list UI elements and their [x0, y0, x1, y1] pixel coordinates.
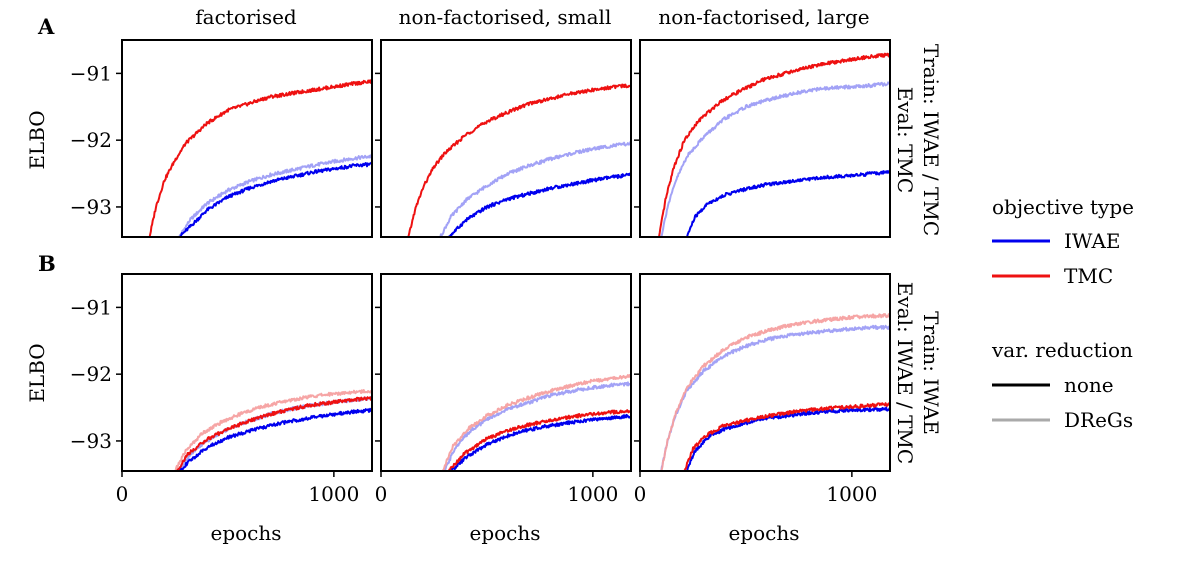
x-tick-label: 0 [634, 482, 647, 506]
panel-plot-b-3 [660, 313, 890, 471]
series-line-iwae-none [685, 406, 890, 471]
series-line-iwae-dregs [660, 324, 890, 471]
column-title-factorised: factorised [195, 5, 297, 29]
y-axis-label-row-b: ELBO [25, 343, 49, 402]
legend-iwae-label: IWAE [1064, 229, 1121, 253]
panel-frame [639, 39, 891, 238]
series-line-iwae-dregs [439, 141, 631, 237]
y-tick-label: −93 [70, 429, 112, 453]
series-line-iwae-dregs [660, 81, 890, 237]
panel-frame [380, 273, 632, 472]
panel-frame [639, 273, 891, 472]
y-tick-label: −93 [70, 195, 112, 219]
series-line-tmc-none [148, 79, 372, 237]
column-title-nonfactorised-large: non-factorised, large [658, 5, 869, 29]
y-tick-label: −91 [70, 61, 112, 85]
panel-frame [121, 39, 373, 238]
series-line-iwae-dregs [178, 395, 372, 471]
x-tick-label: 1000 [308, 482, 359, 506]
legend-reduction-title: var. reduction [991, 338, 1133, 362]
panel-plot-a-1 [148, 79, 372, 237]
panel-frame [380, 39, 632, 238]
legend-none-label: none [1064, 373, 1114, 397]
legend-objective-title: objective type [992, 195, 1134, 219]
x-axis-label-col-2: epochs [469, 521, 540, 545]
series-line-iwae-none [447, 172, 631, 237]
legend-tmc-label: TMC [1064, 264, 1113, 288]
row-a-side-label-eval: Eval: TMC [893, 87, 917, 193]
x-tick-label: 0 [375, 482, 388, 506]
series-line-tmc-dregs [174, 389, 372, 471]
series-line-tmc-dregs [660, 313, 890, 471]
series-line-iwae-dregs [178, 153, 372, 237]
y-tick-label: −92 [70, 128, 112, 152]
series-line-iwae-none [449, 413, 631, 471]
row-label-a: A [37, 14, 55, 39]
row-b-side-label-eval: Eval: IWAE / TMC [893, 282, 917, 464]
panel-frame [121, 273, 373, 472]
series-line-tmc-dregs [441, 374, 631, 471]
series-line-tmc-none [658, 52, 890, 237]
series-line-tmc-none [407, 83, 631, 237]
panel-plot-b-1 [174, 389, 372, 471]
y-tick-label: −91 [70, 295, 112, 319]
x-tick-label: 0 [116, 482, 129, 506]
x-tick-label: 1000 [826, 482, 877, 506]
row-b-side-label-train: Train: IWAE [919, 311, 943, 435]
x-axis-label-col-1: epochs [210, 521, 281, 545]
panel-plot-b-2 [441, 374, 631, 471]
x-tick-label: 1000 [567, 482, 618, 506]
panel-plot-a-2 [407, 83, 631, 237]
series-line-tmc-none [683, 402, 890, 471]
row-label-b: B [38, 251, 56, 276]
series-line-iwae-none [178, 407, 372, 471]
y-tick-label: −92 [70, 362, 112, 386]
x-axis-label-col-3: epochs [728, 521, 799, 545]
y-axis-label-row-a: ELBO [25, 110, 49, 169]
column-title-nonfactorised-small: non-factorised, small [399, 5, 612, 29]
series-line-iwae-none [686, 169, 890, 237]
panel-plot-a-3 [658, 52, 890, 237]
row-a-side-label-train: Train: IWAE / TMC [919, 44, 943, 236]
legend: objective type IWAE TMC var. reduction n… [991, 195, 1134, 432]
series-line-iwae-none [179, 161, 372, 237]
legend-dregs-label: DReGs [1064, 408, 1133, 432]
series-line-tmc-none [448, 409, 631, 471]
series-line-tmc-none [176, 396, 372, 471]
series-line-iwae-dregs [444, 381, 631, 471]
panels: −91 −92 −93 −91 −92 −93 0 1000 0 1000 0 1000 [70, 39, 891, 506]
